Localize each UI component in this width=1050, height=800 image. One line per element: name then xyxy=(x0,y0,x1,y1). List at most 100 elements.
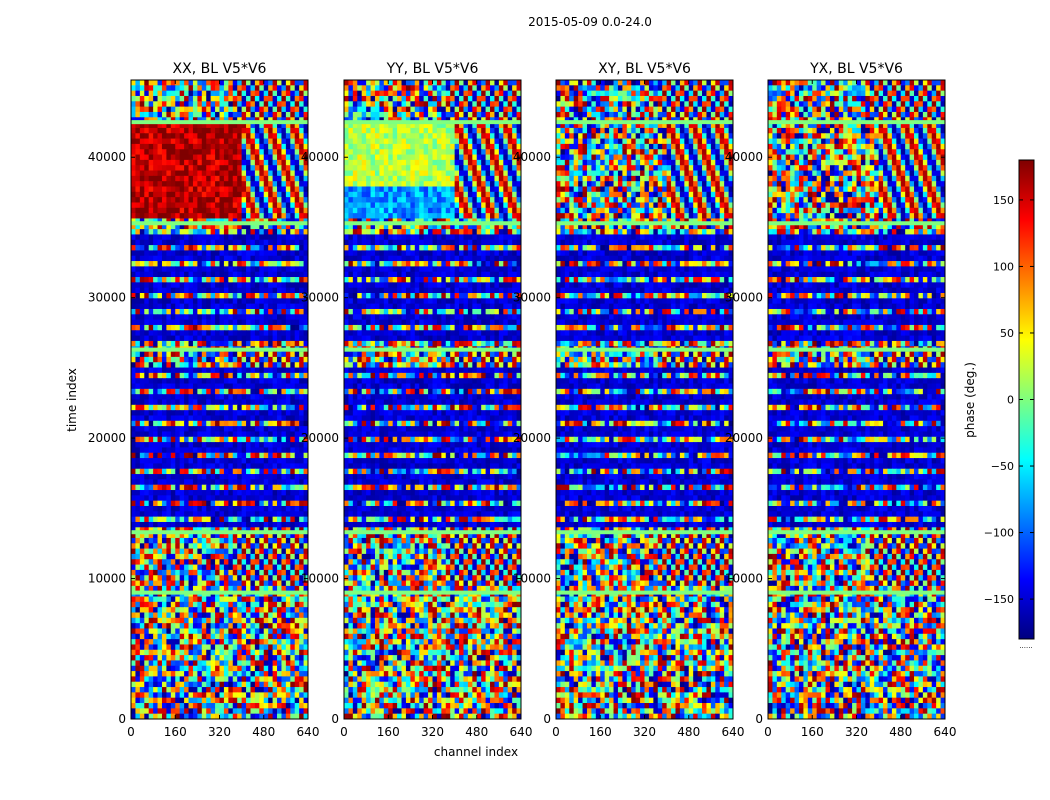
heatmap-cell xyxy=(290,532,296,539)
heatmap-cell xyxy=(170,271,176,278)
heatmap-cell xyxy=(232,181,238,188)
heatmap-cell xyxy=(272,367,278,374)
heatmap-cell xyxy=(175,399,181,406)
heatmap-cell xyxy=(179,442,185,449)
heatmap-cell xyxy=(210,575,216,582)
heatmap-cell xyxy=(188,479,194,486)
heatmap-cell xyxy=(228,687,234,693)
heatmap-cell xyxy=(184,623,190,630)
heatmap-cell xyxy=(175,85,181,92)
heatmap-cell xyxy=(184,85,190,92)
heatmap-cell xyxy=(299,479,305,486)
heatmap-cell xyxy=(263,415,269,422)
heatmap-cell xyxy=(175,122,181,129)
heatmap-cell xyxy=(263,628,269,635)
heatmap-cell xyxy=(215,127,221,134)
heatmap-cell xyxy=(423,95,429,102)
heatmap-cell xyxy=(184,415,190,422)
heatmap-cell xyxy=(490,80,496,86)
heatmap-cell xyxy=(157,372,163,379)
heatmap-cell xyxy=(184,351,190,358)
heatmap-cell xyxy=(277,442,283,449)
heatmap-cell xyxy=(201,383,207,390)
heatmap-cell xyxy=(157,383,163,390)
heatmap-cell xyxy=(131,687,137,693)
heatmap-cell xyxy=(263,410,269,417)
heatmap-cell xyxy=(139,420,145,427)
heatmap-cell xyxy=(219,655,225,662)
heatmap-cell xyxy=(299,601,305,608)
heatmap-cell xyxy=(299,585,305,592)
heatmap-cell xyxy=(361,90,367,97)
heatmap-cell xyxy=(277,500,283,507)
heatmap-cell xyxy=(206,442,212,449)
heatmap-cell xyxy=(281,324,287,331)
heatmap-cell xyxy=(263,639,269,646)
heatmap-cell xyxy=(254,543,260,550)
heatmap-cell xyxy=(197,330,203,337)
heatmap-cell xyxy=(299,213,305,220)
heatmap-cell xyxy=(153,436,159,443)
heatmap-cell xyxy=(277,639,283,646)
heatmap-cell xyxy=(272,245,278,251)
heatmap-cell xyxy=(259,95,265,102)
heatmap-cell xyxy=(281,404,287,411)
heatmap-cell xyxy=(490,95,496,102)
heatmap-cell xyxy=(170,506,176,512)
heatmap-cell xyxy=(148,713,154,719)
heatmap-cell xyxy=(135,676,141,683)
heatmap-cell xyxy=(192,665,198,672)
heatmap-cell xyxy=(184,319,190,326)
heatmap-cell xyxy=(254,521,260,528)
heatmap-cell xyxy=(228,543,234,550)
heatmap-cell xyxy=(254,458,260,464)
heatmap-cell xyxy=(197,149,203,156)
heatmap-cell xyxy=(277,687,283,693)
heatmap-cell xyxy=(210,596,216,603)
heatmap-cell xyxy=(215,617,221,624)
heatmap-cell xyxy=(223,708,229,715)
heatmap-cell xyxy=(268,703,274,709)
heatmap-cell xyxy=(303,303,308,310)
heatmap-cell xyxy=(179,490,185,496)
heatmap-cell xyxy=(463,85,469,92)
heatmap-cell xyxy=(285,175,291,182)
heatmap-cell xyxy=(170,245,176,251)
heatmap-cell xyxy=(254,569,260,576)
heatmap-cell xyxy=(281,101,287,108)
heatmap-cell xyxy=(139,362,145,369)
heatmap-cell xyxy=(436,90,442,97)
heatmap-cell xyxy=(263,601,269,608)
heatmap-cell xyxy=(263,229,269,236)
heatmap-cell xyxy=(246,213,252,220)
heatmap-cell xyxy=(397,90,403,97)
heatmap-cell xyxy=(281,202,287,209)
heatmap-cell xyxy=(131,223,137,230)
heatmap-cell xyxy=(223,399,229,406)
heatmap-cell xyxy=(241,106,247,113)
heatmap-cell xyxy=(170,308,176,315)
heatmap-cell xyxy=(272,569,278,576)
heatmap-cell xyxy=(294,463,300,470)
heatmap-cell xyxy=(285,703,291,709)
heatmap-cell xyxy=(170,239,176,246)
heatmap-cell xyxy=(268,490,274,496)
heatmap-cell xyxy=(246,101,252,108)
heatmap-cell xyxy=(232,559,238,566)
heatmap-cell xyxy=(139,580,145,587)
heatmap-cell xyxy=(192,447,198,454)
heatmap-cell xyxy=(175,468,181,475)
heatmap-cell xyxy=(272,266,278,273)
heatmap-cell xyxy=(161,245,167,251)
heatmap-cell xyxy=(241,474,247,480)
heatmap-cell xyxy=(131,207,137,214)
heatmap-cell xyxy=(281,399,287,406)
heatmap-cell xyxy=(206,165,212,172)
heatmap-cell xyxy=(131,127,137,134)
heatmap-cell xyxy=(303,447,308,454)
heatmap-cell xyxy=(237,426,243,433)
heatmap-cell xyxy=(135,234,141,241)
heatmap-cell xyxy=(175,143,181,150)
heatmap-cell xyxy=(237,442,243,449)
heatmap-cell xyxy=(299,255,305,262)
